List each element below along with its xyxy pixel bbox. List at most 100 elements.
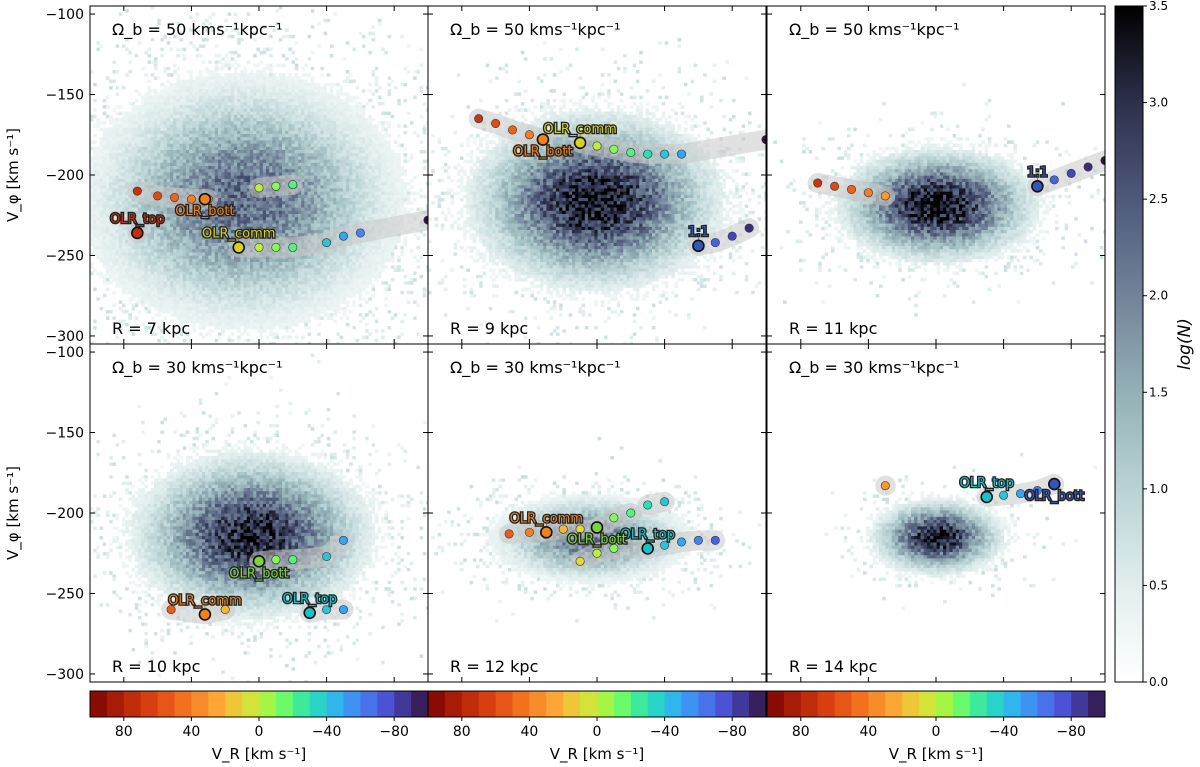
histogram-bin xyxy=(195,150,200,154)
histogram-bin xyxy=(90,271,94,276)
histogram-bin xyxy=(269,63,273,68)
histogram-bin xyxy=(256,271,260,276)
histogram-bin xyxy=(147,297,152,301)
histogram-bin xyxy=(186,98,190,103)
histogram-bin xyxy=(202,313,206,317)
histogram-bin xyxy=(294,294,299,298)
histogram-bin xyxy=(157,204,161,208)
histogram-bin xyxy=(122,185,126,189)
histogram-bin xyxy=(298,118,302,122)
histogram-bin xyxy=(173,124,177,128)
histogram-bin xyxy=(106,76,110,80)
histogram-bin xyxy=(198,230,203,234)
histogram-bin xyxy=(214,284,219,288)
histogram-bin xyxy=(186,300,190,304)
histogram-bin xyxy=(211,236,216,240)
histogram-bin xyxy=(160,178,164,183)
histogram-bin xyxy=(154,274,158,279)
histogram-bin xyxy=(211,258,216,263)
histogram-bin xyxy=(278,63,283,68)
histogram-bin xyxy=(173,172,177,176)
histogram-bin xyxy=(214,153,219,157)
histogram-bin xyxy=(298,105,302,109)
histogram-bin xyxy=(128,284,132,288)
histogram-bin xyxy=(96,175,100,180)
histogram-bin xyxy=(128,121,132,125)
histogram-bin xyxy=(205,28,209,32)
histogram-bin xyxy=(298,76,302,80)
histogram-bin xyxy=(112,252,116,256)
histogram-bin xyxy=(179,306,184,311)
histogram-bin xyxy=(227,319,232,324)
histogram-bin xyxy=(285,204,289,208)
histogram-bin xyxy=(202,258,206,263)
histogram-bin xyxy=(115,207,120,212)
histogram-bin xyxy=(282,223,286,228)
histogram-bin xyxy=(234,108,238,112)
histogram-bin xyxy=(170,246,174,250)
histogram-bin xyxy=(96,217,100,221)
histogram-bin xyxy=(250,82,254,87)
histogram-bin xyxy=(122,204,126,208)
histogram-bin xyxy=(118,230,123,234)
histogram-bin xyxy=(221,287,225,292)
histogram-bin xyxy=(234,150,238,154)
histogram-bin xyxy=(256,204,260,208)
histogram-bin xyxy=(106,316,110,320)
histogram-bin xyxy=(106,223,110,228)
histogram-bin xyxy=(266,290,270,295)
histogram-bin xyxy=(198,108,203,112)
histogram-bin xyxy=(211,310,216,314)
histogram-bin xyxy=(243,166,248,170)
histogram-bin xyxy=(163,297,168,301)
histogram-bin xyxy=(150,332,155,336)
histogram-bin xyxy=(259,153,264,157)
histogram-bin xyxy=(272,310,276,314)
histogram-bin xyxy=(272,342,276,344)
histogram-bin xyxy=(262,313,267,317)
histogram-bin xyxy=(250,207,254,212)
histogram-bin xyxy=(125,281,129,285)
histogram-bin xyxy=(237,156,241,160)
histogram-bin xyxy=(179,118,184,122)
histogram-bin xyxy=(138,217,142,221)
histogram-bin xyxy=(166,268,171,272)
histogram-bin xyxy=(208,89,212,93)
histogram-bin xyxy=(278,137,283,141)
histogram-bin xyxy=(128,153,132,157)
histogram-bin xyxy=(179,134,184,138)
histogram-bin xyxy=(128,159,132,164)
histogram-bin xyxy=(173,265,177,269)
histogram-bin xyxy=(218,134,222,138)
histogram-bin xyxy=(278,172,283,176)
histogram-bin xyxy=(182,82,187,87)
histogram-bin xyxy=(291,143,296,148)
histogram-bin xyxy=(198,246,203,250)
histogram-bin xyxy=(112,198,116,202)
histogram-bin xyxy=(291,262,296,266)
histogram-bin xyxy=(163,66,168,71)
histogram-bin xyxy=(230,274,235,279)
histogram-bin xyxy=(227,306,232,311)
histogram-bin xyxy=(179,121,184,125)
histogram-bin xyxy=(198,303,203,308)
histogram-bin xyxy=(208,134,212,138)
histogram-bin xyxy=(157,134,161,138)
histogram-bin xyxy=(262,82,267,87)
histogram-bin xyxy=(214,140,219,144)
histogram-bin xyxy=(288,143,292,148)
histogram-bin xyxy=(291,153,296,157)
histogram-bin xyxy=(259,294,264,298)
histogram-bin xyxy=(179,105,184,109)
histogram-bin xyxy=(131,287,136,292)
histogram-bin xyxy=(246,274,251,279)
histogram-bin xyxy=(179,108,184,112)
histogram-bin xyxy=(182,114,187,119)
histogram-bin xyxy=(250,108,254,112)
histogram-bin xyxy=(227,86,232,90)
histogram-bin xyxy=(179,137,184,141)
histogram-bin xyxy=(144,210,148,215)
histogram-bin xyxy=(182,262,187,266)
histogram-bin xyxy=(294,86,299,90)
histogram-bin xyxy=(166,182,171,186)
